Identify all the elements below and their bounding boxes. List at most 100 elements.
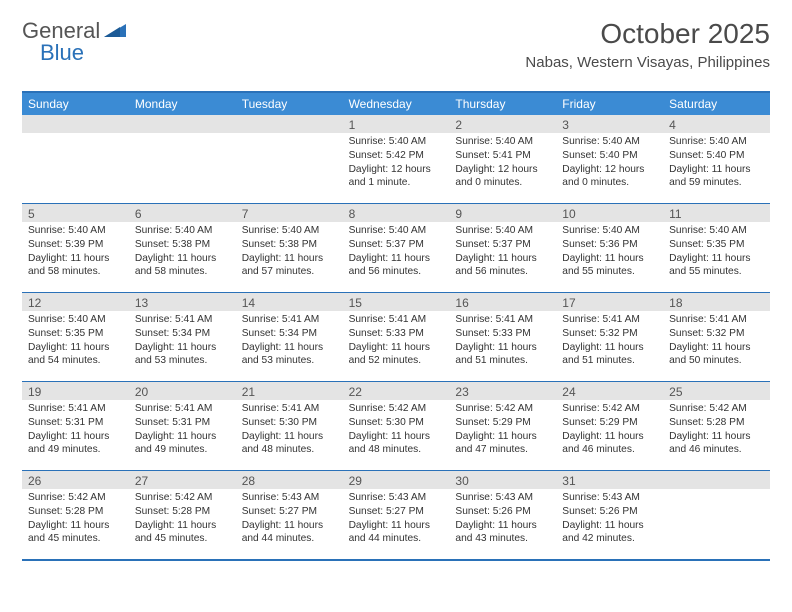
calendar: SundayMondayTuesdayWednesdayThursdayFrid… [22,91,770,561]
calendar-cell: 23Sunrise: 5:42 AMSunset: 5:29 PMDayligh… [449,382,556,470]
cell-day-number: 21 [236,382,343,400]
calendar-cell: 15Sunrise: 5:41 AMSunset: 5:33 PMDayligh… [343,293,450,381]
month-title: October 2025 [525,18,770,50]
calendar-cell: 7Sunrise: 5:40 AMSunset: 5:38 PMDaylight… [236,204,343,292]
calendar-cell [663,471,770,559]
cell-body: Sunrise: 5:43 AMSunset: 5:26 PMDaylight:… [556,489,663,552]
cell-day-number: 19 [22,382,129,400]
location: Nabas, Western Visayas, Philippines [525,54,770,71]
day-header: Friday [556,93,663,115]
calendar-cell: 12Sunrise: 5:40 AMSunset: 5:35 PMDayligh… [22,293,129,381]
calendar-cell: 5Sunrise: 5:40 AMSunset: 5:39 PMDaylight… [22,204,129,292]
cell-day-number: 13 [129,293,236,311]
cell-day-number [22,115,129,133]
calendar-week: 26Sunrise: 5:42 AMSunset: 5:28 PMDayligh… [22,471,770,559]
cell-day-number [236,115,343,133]
cell-body: Sunrise: 5:43 AMSunset: 5:27 PMDaylight:… [236,489,343,552]
cell-day-number: 12 [22,293,129,311]
cell-day-number: 22 [343,382,450,400]
cell-day-number: 7 [236,204,343,222]
calendar-cell: 22Sunrise: 5:42 AMSunset: 5:30 PMDayligh… [343,382,450,470]
cell-body: Sunrise: 5:41 AMSunset: 5:31 PMDaylight:… [22,400,129,463]
cell-day-number: 27 [129,471,236,489]
cell-day-number [663,471,770,489]
cell-day-number: 10 [556,204,663,222]
cell-day-number: 16 [449,293,556,311]
cell-day-number: 4 [663,115,770,133]
cell-body: Sunrise: 5:40 AMSunset: 5:35 PMDaylight:… [663,222,770,285]
cell-day-number: 23 [449,382,556,400]
cell-body: Sunrise: 5:40 AMSunset: 5:38 PMDaylight:… [129,222,236,285]
calendar-week: 12Sunrise: 5:40 AMSunset: 5:35 PMDayligh… [22,293,770,382]
calendar-cell: 16Sunrise: 5:41 AMSunset: 5:33 PMDayligh… [449,293,556,381]
calendar-cell: 2Sunrise: 5:40 AMSunset: 5:41 PMDaylight… [449,115,556,203]
cell-body: Sunrise: 5:42 AMSunset: 5:30 PMDaylight:… [343,400,450,463]
cell-body: Sunrise: 5:40 AMSunset: 5:40 PMDaylight:… [663,133,770,196]
day-header: Saturday [663,93,770,115]
title-block: October 2025 Nabas, Western Visayas, Phi… [525,18,770,71]
calendar-cell [22,115,129,203]
cell-day-number: 20 [129,382,236,400]
cell-body: Sunrise: 5:42 AMSunset: 5:28 PMDaylight:… [663,400,770,463]
cell-body: Sunrise: 5:41 AMSunset: 5:33 PMDaylight:… [343,311,450,374]
cell-day-number: 28 [236,471,343,489]
cell-day-number: 31 [556,471,663,489]
day-header: Wednesday [343,93,450,115]
calendar-cell: 24Sunrise: 5:42 AMSunset: 5:29 PMDayligh… [556,382,663,470]
cell-day-number: 17 [556,293,663,311]
cell-day-number: 9 [449,204,556,222]
calendar-cell: 20Sunrise: 5:41 AMSunset: 5:31 PMDayligh… [129,382,236,470]
day-header: Sunday [22,93,129,115]
cell-body: Sunrise: 5:42 AMSunset: 5:29 PMDaylight:… [449,400,556,463]
calendar-cell: 21Sunrise: 5:41 AMSunset: 5:30 PMDayligh… [236,382,343,470]
calendar-cell: 4Sunrise: 5:40 AMSunset: 5:40 PMDaylight… [663,115,770,203]
cell-body: Sunrise: 5:40 AMSunset: 5:37 PMDaylight:… [449,222,556,285]
calendar-week: 5Sunrise: 5:40 AMSunset: 5:39 PMDaylight… [22,204,770,293]
calendar-cell [236,115,343,203]
logo-blue-text-wrap: Blue [40,40,84,66]
cell-body: Sunrise: 5:40 AMSunset: 5:42 PMDaylight:… [343,133,450,196]
cell-body: Sunrise: 5:40 AMSunset: 5:41 PMDaylight:… [449,133,556,196]
calendar-cell: 9Sunrise: 5:40 AMSunset: 5:37 PMDaylight… [449,204,556,292]
calendar-cell: 11Sunrise: 5:40 AMSunset: 5:35 PMDayligh… [663,204,770,292]
cell-body: Sunrise: 5:41 AMSunset: 5:30 PMDaylight:… [236,400,343,463]
calendar-cell: 26Sunrise: 5:42 AMSunset: 5:28 PMDayligh… [22,471,129,559]
logo-text-blue: Blue [40,40,84,65]
calendar-cell: 27Sunrise: 5:42 AMSunset: 5:28 PMDayligh… [129,471,236,559]
cell-day-number: 11 [663,204,770,222]
calendar-cell: 19Sunrise: 5:41 AMSunset: 5:31 PMDayligh… [22,382,129,470]
cell-day-number: 14 [236,293,343,311]
cell-day-number: 2 [449,115,556,133]
cell-body: Sunrise: 5:41 AMSunset: 5:32 PMDaylight:… [556,311,663,374]
cell-body: Sunrise: 5:41 AMSunset: 5:31 PMDaylight:… [129,400,236,463]
cell-day-number: 26 [22,471,129,489]
calendar-cell: 1Sunrise: 5:40 AMSunset: 5:42 PMDaylight… [343,115,450,203]
cell-body: Sunrise: 5:42 AMSunset: 5:28 PMDaylight:… [22,489,129,552]
cell-day-number: 1 [343,115,450,133]
calendar-cell: 10Sunrise: 5:40 AMSunset: 5:36 PMDayligh… [556,204,663,292]
cell-day-number: 5 [22,204,129,222]
calendar-cell: 28Sunrise: 5:43 AMSunset: 5:27 PMDayligh… [236,471,343,559]
day-header-row: SundayMondayTuesdayWednesdayThursdayFrid… [22,93,770,115]
cell-day-number: 3 [556,115,663,133]
calendar-cell: 17Sunrise: 5:41 AMSunset: 5:32 PMDayligh… [556,293,663,381]
cell-body: Sunrise: 5:42 AMSunset: 5:28 PMDaylight:… [129,489,236,552]
calendar-cell: 31Sunrise: 5:43 AMSunset: 5:26 PMDayligh… [556,471,663,559]
cell-body: Sunrise: 5:40 AMSunset: 5:39 PMDaylight:… [22,222,129,285]
cell-body: Sunrise: 5:42 AMSunset: 5:29 PMDaylight:… [556,400,663,463]
calendar-cell: 3Sunrise: 5:40 AMSunset: 5:40 PMDaylight… [556,115,663,203]
cell-body: Sunrise: 5:41 AMSunset: 5:33 PMDaylight:… [449,311,556,374]
calendar-cell: 29Sunrise: 5:43 AMSunset: 5:27 PMDayligh… [343,471,450,559]
cell-day-number: 6 [129,204,236,222]
cell-body: Sunrise: 5:43 AMSunset: 5:27 PMDaylight:… [343,489,450,552]
calendar-cell: 13Sunrise: 5:41 AMSunset: 5:34 PMDayligh… [129,293,236,381]
cell-body: Sunrise: 5:40 AMSunset: 5:38 PMDaylight:… [236,222,343,285]
cell-body: Sunrise: 5:41 AMSunset: 5:34 PMDaylight:… [129,311,236,374]
cell-day-number: 24 [556,382,663,400]
cell-day-number: 8 [343,204,450,222]
calendar-cell: 18Sunrise: 5:41 AMSunset: 5:32 PMDayligh… [663,293,770,381]
cell-body: Sunrise: 5:40 AMSunset: 5:40 PMDaylight:… [556,133,663,196]
cell-body: Sunrise: 5:41 AMSunset: 5:32 PMDaylight:… [663,311,770,374]
cell-day-number: 15 [343,293,450,311]
cell-body: Sunrise: 5:43 AMSunset: 5:26 PMDaylight:… [449,489,556,552]
